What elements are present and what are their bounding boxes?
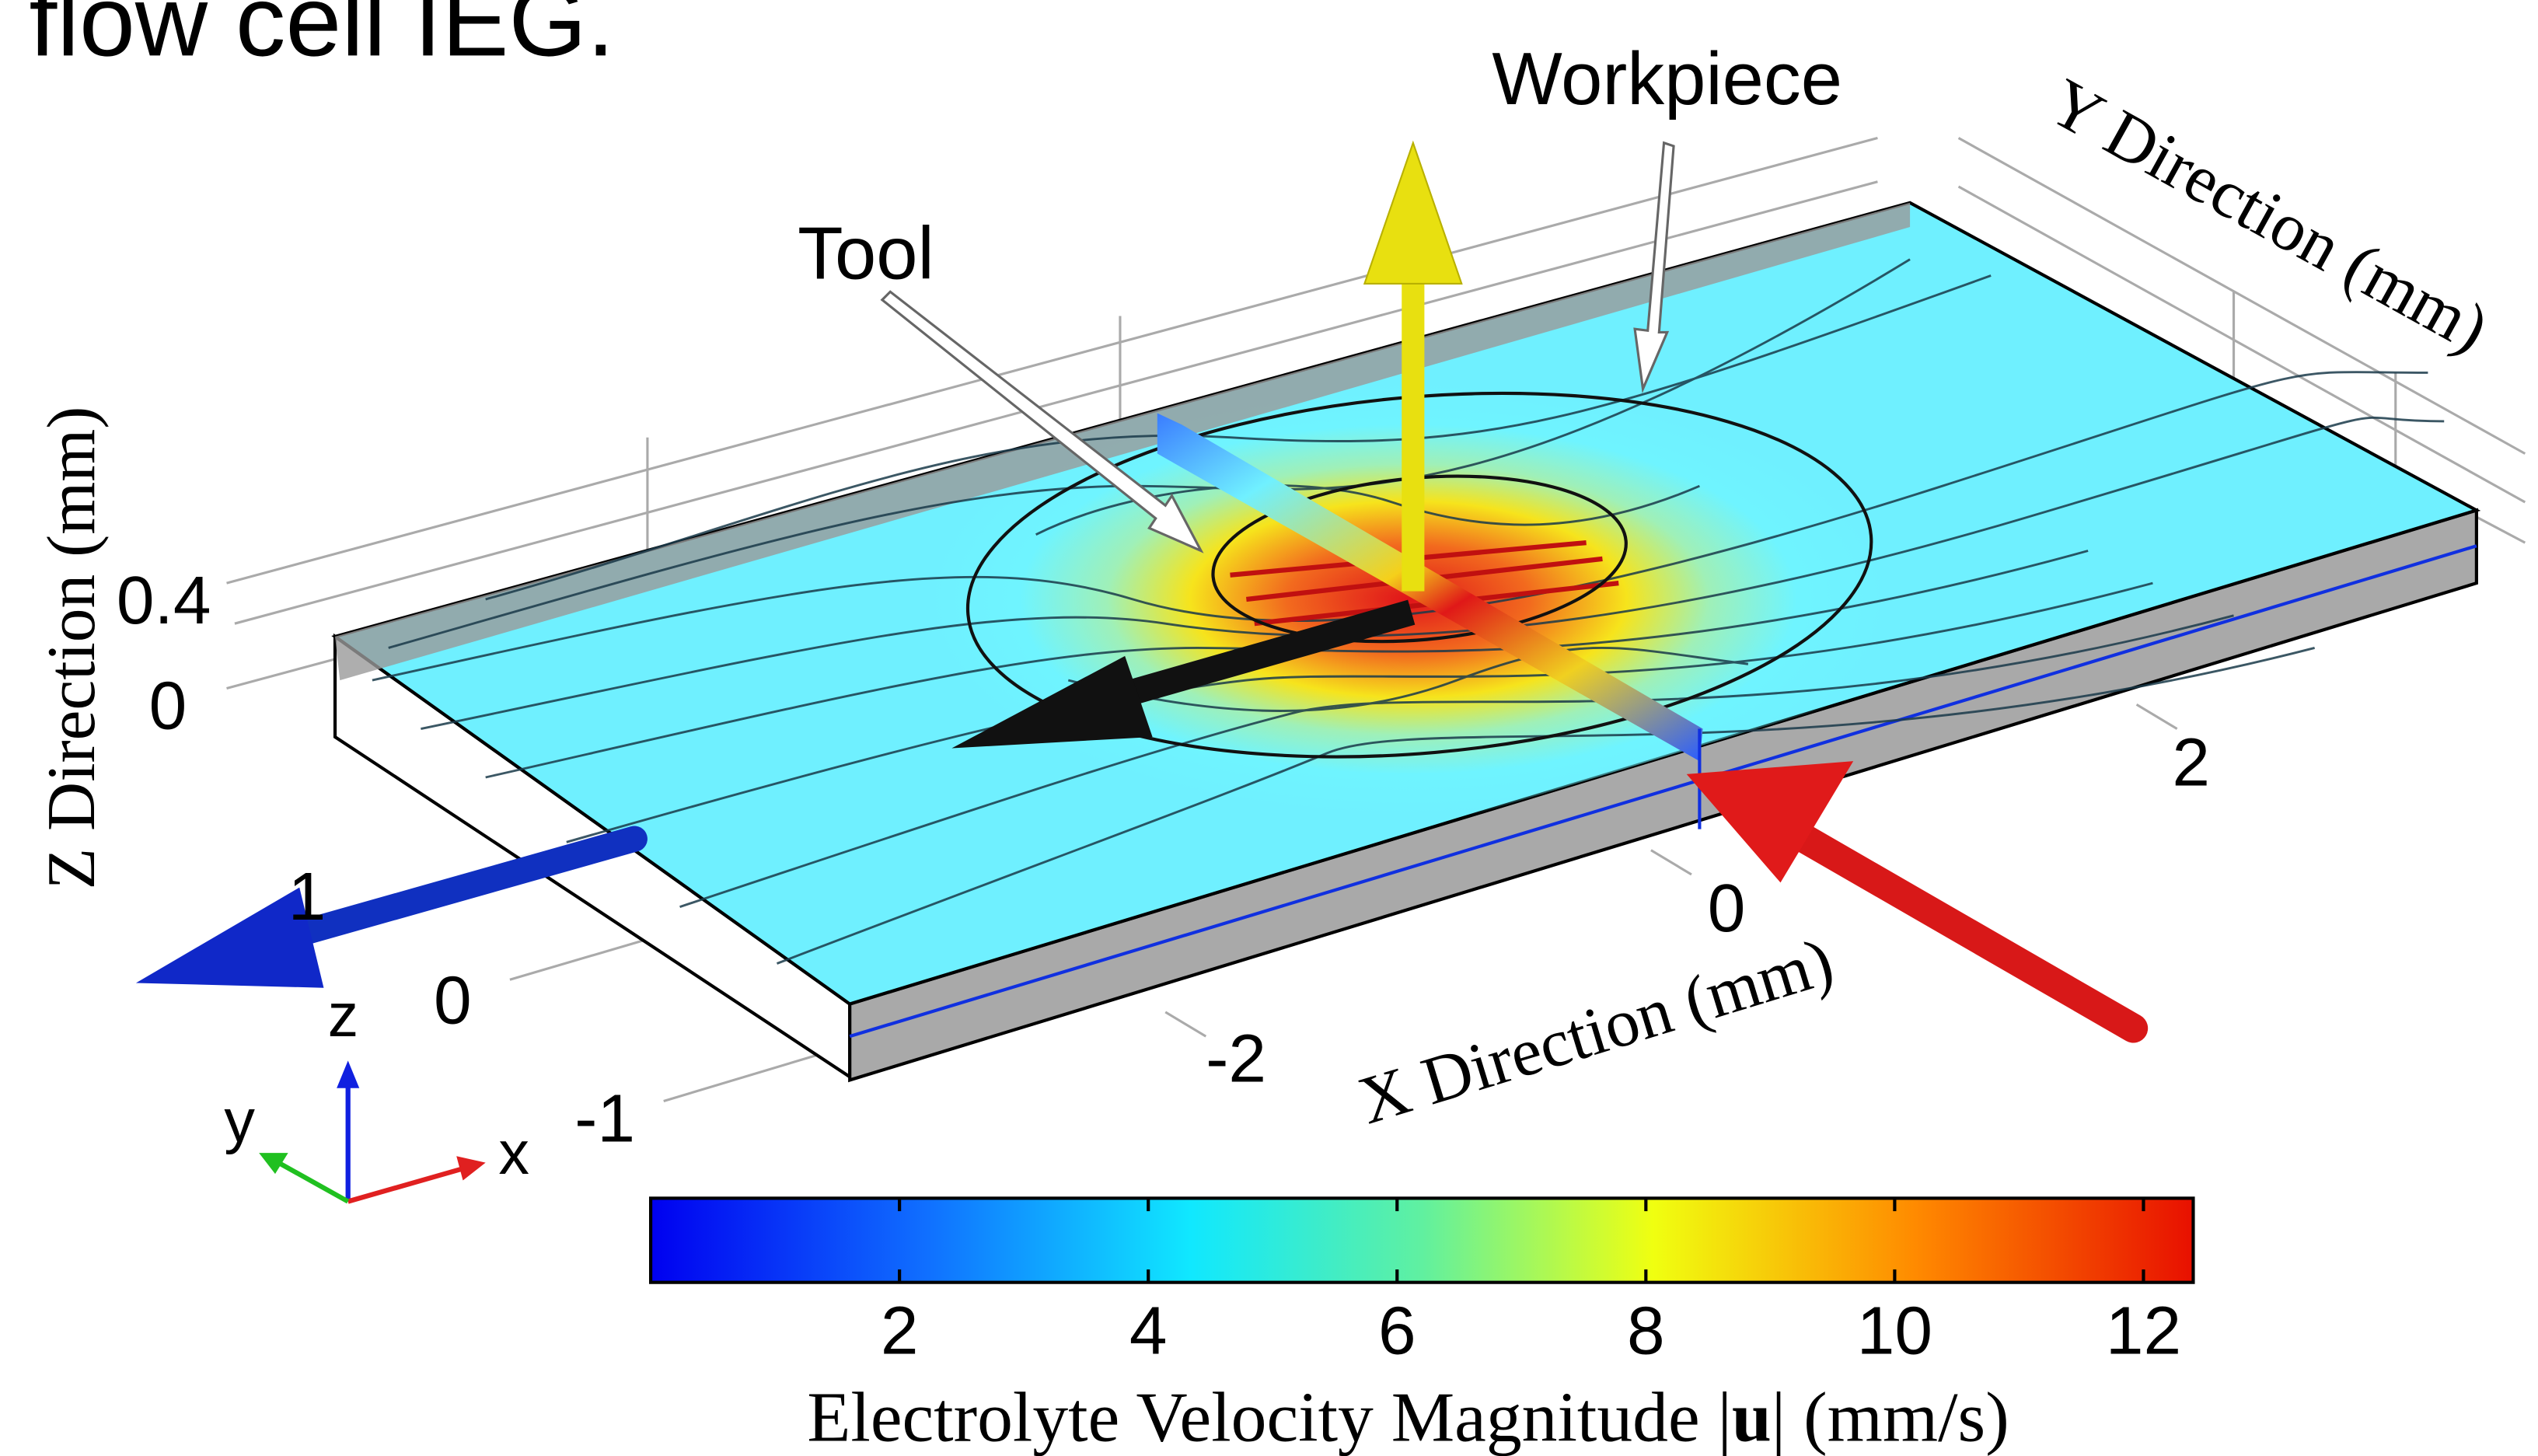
- triad-z: z: [328, 980, 359, 1049]
- triad-y: y: [224, 1086, 255, 1155]
- y-tick-label: -1: [574, 1081, 635, 1157]
- colorbar-label: Electrolyte Velocity Magnitude |u| (mm/s…: [807, 1377, 2009, 1456]
- y-tick-label: 0: [434, 962, 472, 1039]
- x-axis-title: X Direction (mm): [1350, 923, 1842, 1138]
- axis-triad: [259, 1060, 486, 1201]
- label-part: Electrolyte Velocity Magnitude |: [807, 1377, 1731, 1456]
- x-tick-label: 0: [1708, 870, 1746, 946]
- colorbar-tick-label: 2: [881, 1292, 919, 1368]
- workpiece-label: Workpiece: [1492, 37, 1842, 120]
- z-axis-title: Z Direction (mm): [33, 407, 109, 890]
- triad-x: x: [498, 1118, 529, 1187]
- label-part: u: [1732, 1377, 1772, 1456]
- x-tick-label: -2: [1206, 1020, 1266, 1096]
- x-tick-label: 2: [2172, 724, 2210, 800]
- z-tick-label: 0.4: [117, 562, 211, 638]
- page: { "heading": "flow cell IEG.", "callouts…: [0, 0, 2538, 1456]
- colorbar-tick-label: 6: [1378, 1292, 1416, 1368]
- tool-label: Tool: [798, 212, 934, 295]
- colorbar-tick-label: 4: [1129, 1292, 1168, 1368]
- colorbar: [651, 1198, 2193, 1282]
- colorbar-tick-label: 8: [1627, 1292, 1665, 1368]
- heading: flow cell IEG.: [29, 0, 614, 77]
- figure: flow cell IEG.: [0, 0, 2538, 1456]
- label-part: | (mm/s): [1772, 1377, 2009, 1456]
- colorbar-tick-label: 10: [1857, 1292, 1932, 1368]
- z-tick-label: 0: [149, 668, 187, 744]
- y-tick-label: 1: [288, 858, 326, 934]
- colorbar-tick-label: 12: [2106, 1292, 2181, 1368]
